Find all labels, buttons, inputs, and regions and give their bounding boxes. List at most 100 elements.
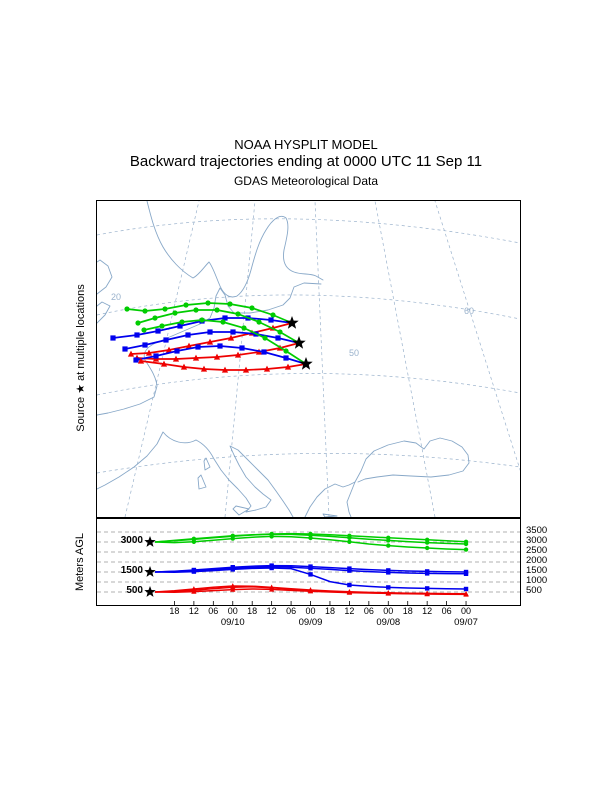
trajectory-marker-triangle: [137, 357, 145, 364]
trajectory-marker-triangle: [463, 591, 469, 597]
trajectory-marker-circle: [249, 305, 255, 311]
map-grid-label: 20: [111, 292, 121, 302]
trajectory-marker-square: [155, 328, 161, 334]
trajectory-marker-square: [142, 342, 148, 348]
trajectory-marker-square: [424, 586, 430, 591]
profile-x-tick-label: 12: [266, 606, 277, 616]
trajectory-marker-square: [185, 332, 191, 338]
profile-x-tick-label: 06: [208, 606, 219, 616]
coastline-greece-anatolia: [304, 481, 356, 517]
trajectory-marker-triangle: [192, 354, 200, 361]
trajectory-marker-circle: [220, 319, 226, 325]
profile-start-height-label: 500: [126, 585, 143, 596]
trajectory-marker-circle: [235, 311, 241, 317]
trajectory-marker-square: [269, 565, 274, 571]
trajectory-marker-square: [386, 570, 391, 575]
graticule-meridian: [224, 201, 256, 517]
trajectory-marker-triangle: [200, 365, 208, 372]
profile-x-tick-label: 12: [422, 606, 433, 616]
trajectory-marker-circle: [277, 329, 283, 335]
coastline-crete: [322, 513, 338, 517]
trajectory-marker-circle: [172, 310, 178, 316]
trajectory-marker-circle: [308, 535, 313, 541]
graticule-meridian: [314, 201, 330, 517]
trajectory-marker-triangle: [385, 590, 391, 596]
trajectory-marker-triangle: [152, 355, 160, 362]
profile-right-axis-label: 2000: [526, 555, 548, 566]
trajectory-marker-square: [347, 568, 352, 573]
profile-x-tick-label: 00: [461, 606, 472, 616]
source-star: [285, 316, 299, 329]
trajectory-marker-square: [177, 323, 183, 329]
trajectory-marker-triangle: [127, 350, 135, 357]
trajectory-marker-circle: [124, 306, 130, 312]
profile-date-label: 09/07: [454, 617, 478, 628]
graticule-parallel: [97, 294, 520, 320]
trajectory-marker-triangle: [165, 346, 173, 353]
map-grid-label: 60: [464, 306, 474, 316]
trajectory-marker-triangle: [284, 363, 292, 370]
coastline-black-sea: [354, 437, 470, 483]
trajectory-marker-triangle: [185, 342, 193, 349]
map-svg: 20 60 50: [97, 201, 520, 517]
trajectory-marker-circle: [179, 319, 185, 325]
trajectory-marker-circle: [270, 312, 276, 318]
trajectory-marker-circle: [162, 306, 168, 312]
profile-start-height-label: 1500: [120, 565, 143, 576]
trajectory-marker-square: [222, 315, 228, 321]
profile-svg: [97, 531, 520, 605]
profile-right-axis-label: 2500: [526, 545, 548, 556]
profile-right-axis-label: 3000: [526, 535, 548, 546]
coastline-sicily: [232, 505, 250, 516]
trajectory-marker-square: [110, 335, 116, 341]
trajectory-marker-circle: [159, 323, 165, 329]
coastline-italy-balkans: [195, 439, 294, 517]
profile-x-tick-label: 06: [286, 606, 297, 616]
trajectory-marker-circle: [283, 348, 289, 354]
profile-start-star: [144, 586, 156, 597]
coastline-corsica: [203, 457, 211, 471]
trajectory-marker-circle: [135, 320, 141, 326]
profile-start-height-label: 3000: [120, 535, 143, 546]
trajectory-marker-triangle: [263, 365, 271, 372]
trajectory-marker-circle: [142, 308, 148, 314]
trajectory-marker-circle: [141, 327, 147, 333]
profile-date-label: 09/09: [298, 617, 323, 628]
plot-dataset-label: GDAS Meteorological Data: [233, 174, 379, 188]
profile-x-tick-label: 00: [305, 606, 316, 616]
trajectory-marker-circle: [347, 539, 352, 544]
profile-date-label: 09/08: [376, 617, 401, 628]
trajectory-marker-square: [283, 355, 289, 361]
trajectory-marker-circle: [199, 317, 205, 323]
trajectory-marker-square: [463, 586, 469, 592]
trajectory-marker-triangle: [145, 349, 153, 356]
trajectory-marker-square: [261, 349, 267, 355]
trajectory-marker-circle: [241, 325, 247, 331]
trajectory-marker-triangle: [230, 586, 236, 592]
trajectory-marker-circle: [191, 539, 197, 544]
trajectory-marker-circle: [347, 535, 352, 540]
profile-x-tick-label: 06: [363, 606, 374, 616]
trajectory-marker-triangle: [227, 334, 235, 341]
trajectory-marker-square: [191, 569, 197, 574]
map-panel: 20 60 50: [96, 200, 521, 518]
trajectory-marker-square: [230, 329, 236, 335]
trajectory-marker-square: [308, 566, 313, 571]
coastline-britain-south: [97, 301, 111, 324]
plot-subtitle: Backward trajectories ending at 0000 UTC…: [129, 153, 483, 170]
trajectory-marker-triangle: [160, 360, 168, 367]
trajectory-marker-circle: [386, 543, 391, 548]
trajectory-marker-circle: [183, 302, 189, 308]
profile-right-axis-label: 500: [526, 585, 542, 596]
profile-right-axis-label: 1500: [526, 565, 548, 576]
source-star: [292, 336, 306, 349]
trajectory-marker-square: [195, 344, 201, 350]
trajectory-marker-square: [133, 357, 139, 363]
trajectory-marker-square: [308, 572, 313, 577]
trajectory-marker-triangle: [424, 591, 430, 597]
trajectory-marker-triangle: [221, 366, 229, 373]
map-grid-label: 50: [349, 348, 359, 358]
profile-x-tick-label: 18: [402, 606, 413, 616]
plot-title: NOAA HYSPLIT MODEL: [234, 137, 378, 152]
